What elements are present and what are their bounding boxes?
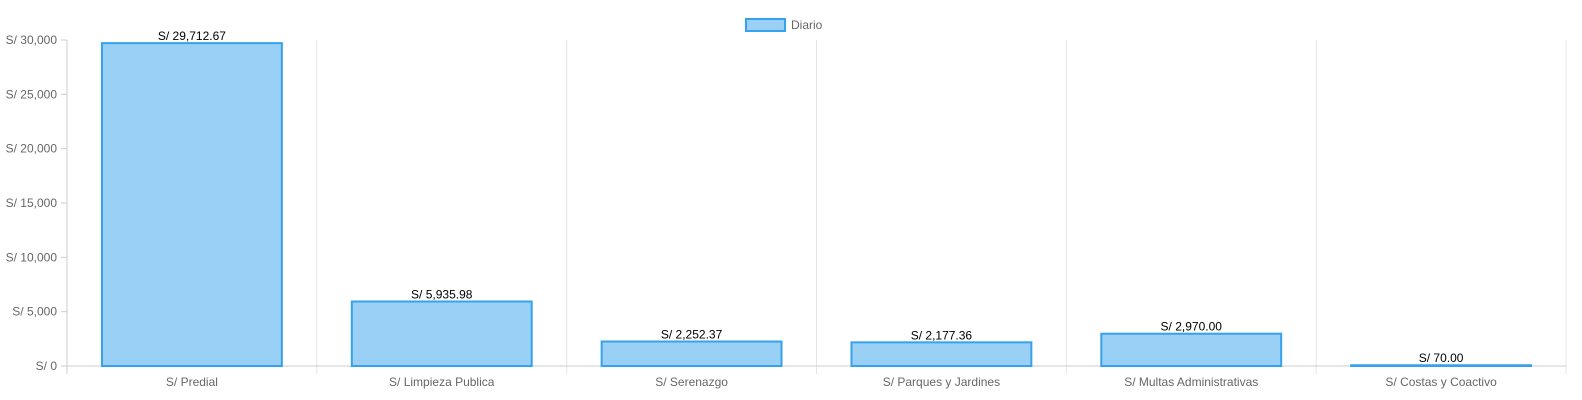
gridlines <box>316 40 1567 374</box>
x-axis-tick-labels: S/ Predial S/ Limpieza Publica S/ Serenazg… <box>166 375 1497 389</box>
y-tick-label: S/ 30,000 <box>6 33 58 47</box>
x-tick-label: S/ Parques y Jardines <box>883 375 1000 389</box>
y-tick-label: S/ 10,000 <box>6 250 58 264</box>
y-axis-tick-labels: S/ 0 S/ 5,000 S/ 10,000 S/ 15,000 S/ 20,000 S… <box>6 33 67 373</box>
bars <box>100 42 1533 368</box>
data-labels: S/ 29,712.67 S/ 5,935.98 S/ 2,252.37 S/ 2,1… <box>158 29 1464 365</box>
data-label: S/ 2,252.37 <box>661 328 723 342</box>
x-tick-label: S/ Costas y Coactivo <box>1385 375 1497 389</box>
bar[interactable] <box>1100 332 1283 368</box>
bar[interactable] <box>850 341 1033 367</box>
x-tick-label: S/ Multas Administrativas <box>1124 375 1258 389</box>
data-label: S/ 2,177.36 <box>911 328 973 342</box>
bar[interactable] <box>350 300 533 368</box>
x-tick-label: S/ Limpieza Publica <box>389 375 495 389</box>
data-label: S/ 5,935.98 <box>411 287 473 301</box>
y-tick-label: S/ 15,000 <box>6 196 58 210</box>
y-tick-label: S/ 5,000 <box>12 305 57 319</box>
data-label: S/ 2,970.00 <box>1161 320 1223 334</box>
bar[interactable] <box>100 42 283 368</box>
bar[interactable] <box>600 340 783 367</box>
y-tick-label: S/ 20,000 <box>6 142 58 156</box>
x-tick-label: S/ Predial <box>166 375 218 389</box>
legend-swatch-diario[interactable] <box>745 18 786 32</box>
data-label: S/ 70.00 <box>1419 351 1464 365</box>
y-tick-label: S/ 0 <box>36 359 58 373</box>
axes <box>61 40 1566 374</box>
bar[interactable] <box>1350 364 1533 367</box>
legend[interactable]: Diario <box>745 18 823 32</box>
data-label: S/ 29,712.67 <box>158 29 226 43</box>
y-tick-label: S/ 25,000 <box>6 87 58 101</box>
x-tick-label: S/ Serenazgo <box>655 375 728 389</box>
legend-label-diario[interactable]: Diario <box>791 18 823 32</box>
